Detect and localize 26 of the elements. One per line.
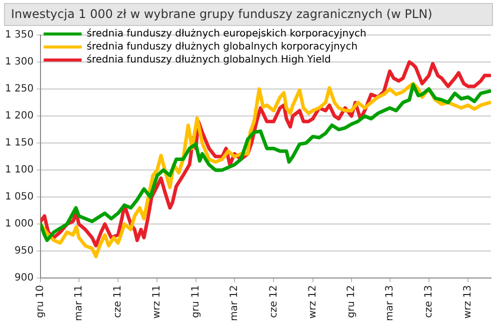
legend-label: średnia funduszy dłużnych globalnych High Yield [86, 54, 331, 66]
y-tick-label: 1 350 [4, 30, 34, 41]
y-tick-label: 1 000 [4, 218, 34, 230]
x-tick-label: mar 12 [229, 285, 240, 322]
x-tick-label: mar 13 [384, 285, 396, 322]
x-tick-label: mar 11 [73, 285, 84, 322]
y-tick-label: 1 200 [4, 110, 34, 122]
legend-label: średnia funduszy dłużnych globalnych korporacyjnych [86, 40, 358, 53]
x-tick-label: gru 10 [35, 285, 46, 318]
x-tick-label: gru 11 [190, 285, 202, 318]
y-tick-label: 1 100 [4, 164, 34, 176]
y-tick-label: 1 150 [4, 138, 34, 149]
x-tick-label: cze 12 [268, 285, 280, 318]
y-tick-label: 950 [14, 246, 34, 257]
y-tick-label: 900 [14, 272, 34, 284]
x-tick-label: wrz 13 [462, 285, 474, 319]
x-tick-label: cze 11 [112, 285, 124, 318]
x-tick-label: wrz 12 [307, 285, 318, 319]
x-tick-label: cze 13 [424, 285, 435, 318]
x-tick-label: gru 12 [346, 285, 358, 318]
legend-label: średnia funduszy dłużnych europejskich korporacyjnych [86, 28, 366, 40]
chart-title: Inwestycja 1 000 zł w wybrane grupy funduszy zagranicznych (w PLN) [4, 3, 493, 26]
y-tick-label: 1 050 [4, 192, 34, 203]
y-tick-label: 1 300 [4, 56, 34, 68]
x-tick-label: wrz 11 [152, 285, 163, 319]
y-tick-label: 1 250 [4, 84, 34, 95]
